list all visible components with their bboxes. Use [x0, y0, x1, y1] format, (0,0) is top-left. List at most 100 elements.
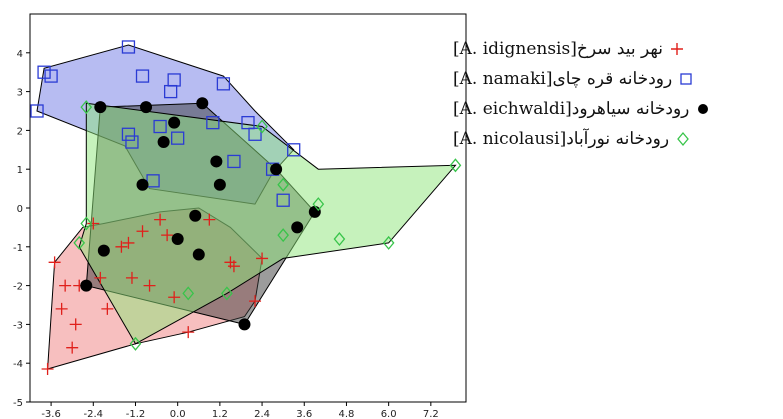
point-square: [125, 135, 139, 149]
point-circle: [270, 163, 283, 176]
y-tick-label: 3: [17, 88, 23, 99]
point-diamond: [256, 119, 268, 134]
point-circle: [94, 101, 107, 114]
x-tick-label: 7.2: [423, 409, 439, 419]
x-tick-label: -3.6: [41, 409, 61, 419]
point-square: [227, 154, 241, 169]
point-plus: [203, 213, 216, 226]
point-circle: [196, 97, 209, 110]
point-square: [206, 115, 220, 130]
point-plus: [161, 229, 174, 242]
legend-label: رودخانه نورآباد[A. nicolausi]: [453, 129, 670, 149]
point-diamond: [221, 286, 233, 301]
point-plus: [101, 302, 114, 315]
point-square: [121, 40, 136, 54]
axis-layer: -3.6 -2.4 -1.2 0.0 1.2 2.4 3.6 4.8 6.0 7.2 -5 -4 -3 -…: [13, 49, 439, 419]
point-circle: [140, 101, 153, 114]
point-diamond: [80, 100, 93, 115]
y-tick-label: 1: [17, 165, 23, 176]
point-diamond: [449, 158, 462, 173]
point-circle: [80, 279, 93, 292]
point-diamond: [382, 235, 395, 250]
legend-item-nicolausi: رودخانه نورآباد[A. nicolausi]: [453, 124, 773, 154]
plus-marker-icon: [671, 43, 683, 55]
point-square: [276, 193, 290, 207]
point-plus: [41, 363, 54, 376]
point-plus: [115, 240, 128, 253]
y-tick-label: -2: [13, 282, 23, 293]
diamond-marker-icon: [677, 131, 689, 147]
point-diamond: [73, 235, 86, 250]
y-tick-label: 2: [17, 126, 23, 137]
point-plus: [227, 260, 240, 273]
legend-label: نهر بید سرخ[A. idignensis]: [453, 39, 663, 59]
point-square: [216, 77, 231, 91]
point-square: [241, 115, 255, 130]
point-square: [44, 69, 58, 83]
y-tick-label: 4: [17, 49, 23, 60]
point-diamond: [312, 197, 325, 212]
legend-item-eichwaldi: رودخانه سیاهرود[A. eichwaldi]: [453, 94, 773, 124]
point-circle: [291, 221, 304, 234]
point-circle: [238, 318, 251, 331]
x-tick-label: 2.4: [254, 409, 270, 419]
point-plus: [249, 295, 262, 308]
y-tick-label: -4: [13, 359, 23, 370]
x-tick-label: 6.0: [381, 409, 397, 419]
point-circle: [168, 116, 181, 129]
point-plus: [87, 217, 100, 230]
point-circle: [157, 136, 170, 149]
point-square: [167, 73, 181, 87]
point-square: [248, 127, 262, 141]
legend: نهر بید سرخ[A. idignensis] رودخانه قره چ…: [453, 34, 773, 154]
point-plus: [154, 213, 167, 226]
point-diamond: [277, 177, 290, 192]
point-diamond: [277, 228, 290, 243]
point-circle: [210, 155, 223, 168]
point-plus: [125, 271, 138, 284]
legend-label: رودخانه قره چای[A. namaki]: [453, 69, 673, 89]
point-plus: [182, 326, 195, 339]
x-tick-label: -2.4: [84, 409, 104, 419]
x-tick-label: 4.8: [338, 409, 354, 419]
point-square: [121, 127, 136, 141]
point-plus: [94, 271, 107, 284]
point-plus: [143, 279, 156, 292]
point-circle: [136, 178, 149, 191]
point-plus: [136, 225, 149, 238]
point-plus: [168, 291, 181, 304]
point-circle: [189, 209, 202, 222]
x-tick-label: 0.0: [170, 409, 186, 419]
point-square: [153, 119, 167, 134]
point-plus: [48, 256, 61, 269]
point-diamond: [80, 216, 93, 231]
point-plus: [122, 236, 135, 249]
legend-item-namaki: رودخانه قره چای[A. namaki]: [453, 64, 773, 94]
point-square: [135, 69, 150, 83]
point-square: [171, 131, 185, 145]
point-plus: [256, 252, 269, 265]
point-plus: [66, 341, 79, 354]
point-circle: [192, 248, 205, 261]
point-layer: [30, 40, 462, 376]
point-circle: [213, 178, 226, 191]
point-square: [37, 65, 51, 79]
x-tick-label: -1.2: [126, 409, 146, 419]
y-tick-label: 0: [17, 204, 23, 215]
point-square: [287, 143, 301, 157]
point-plus: [55, 302, 68, 315]
point-circle: [171, 233, 184, 246]
x-tick-label: 3.6: [296, 409, 312, 419]
point-plus: [69, 318, 82, 331]
x-tick-label: 1.2: [212, 409, 228, 419]
point-diamond: [182, 286, 195, 301]
point-square: [30, 104, 44, 118]
y-tick-label: -1: [13, 243, 23, 254]
legend-item-idignensis: نهر بید سرخ[A. idignensis]: [453, 34, 773, 64]
y-tick-label: -5: [13, 398, 23, 409]
point-diamond: [129, 336, 142, 351]
square-marker-icon: [680, 73, 692, 85]
point-plus: [59, 279, 72, 292]
point-diamond: [333, 232, 346, 247]
